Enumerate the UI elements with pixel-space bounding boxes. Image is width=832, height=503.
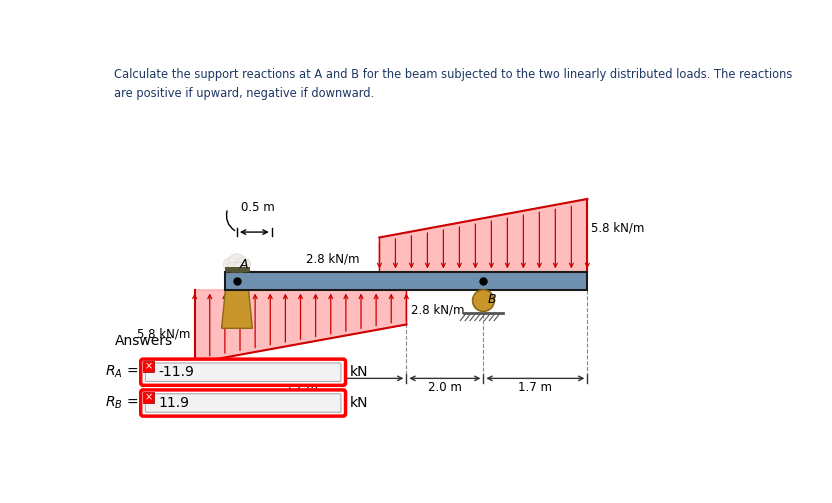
Text: -11.9: -11.9 [158, 365, 195, 379]
Text: 2.0 m: 2.0 m [428, 381, 462, 394]
Text: Calculate the support reactions at A and B for the beam subjected to the two lin: Calculate the support reactions at A and… [114, 68, 792, 100]
Ellipse shape [227, 262, 240, 273]
Bar [143, 362, 154, 372]
Ellipse shape [223, 258, 239, 271]
Text: $R_A$ =: $R_A$ = [105, 364, 138, 380]
Text: 11.9: 11.9 [158, 396, 190, 410]
Text: ×: × [145, 393, 152, 402]
Polygon shape [379, 199, 587, 272]
Circle shape [473, 290, 494, 311]
Text: 3.7 m: 3.7 m [284, 381, 318, 394]
Text: B: B [488, 293, 496, 306]
Text: 5.8 kN/m: 5.8 kN/m [137, 327, 191, 340]
Text: kN: kN [349, 396, 368, 410]
FancyBboxPatch shape [146, 394, 341, 412]
Text: 2.8 kN/m: 2.8 kN/m [306, 253, 359, 266]
Text: 1.7 m: 1.7 m [518, 381, 552, 394]
Polygon shape [221, 290, 252, 328]
Text: Answers: Answers [116, 333, 173, 348]
Text: 0.5 m: 0.5 m [240, 201, 275, 214]
Text: 2.8 kN/m: 2.8 kN/m [411, 304, 464, 317]
Text: $R_B$ =: $R_B$ = [105, 395, 138, 411]
Bar [225, 272, 587, 290]
Ellipse shape [235, 258, 250, 271]
Bar [143, 392, 154, 403]
Text: ×: × [145, 362, 152, 372]
Ellipse shape [229, 254, 245, 269]
FancyBboxPatch shape [146, 363, 341, 381]
Text: kN: kN [349, 365, 368, 379]
Polygon shape [195, 290, 406, 363]
Bar [225, 268, 249, 272]
Text: 5.8 kN/m: 5.8 kN/m [592, 222, 645, 235]
FancyBboxPatch shape [141, 359, 345, 385]
Ellipse shape [233, 262, 247, 273]
Text: A: A [240, 258, 249, 271]
FancyBboxPatch shape [141, 390, 345, 416]
